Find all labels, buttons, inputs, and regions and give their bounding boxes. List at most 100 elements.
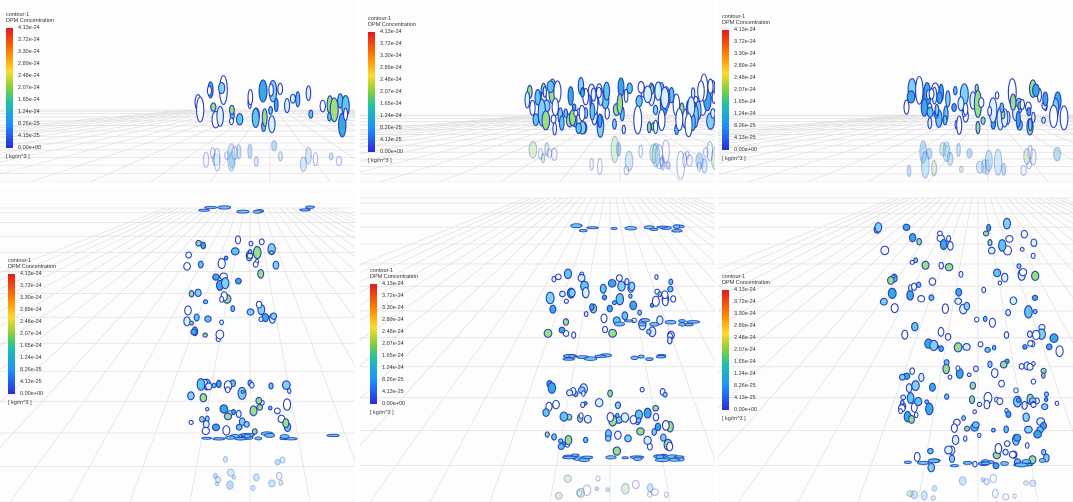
- legend-tick-label: 4.13e-24: [380, 29, 402, 35]
- particle-cloud: [194, 75, 350, 138]
- legend-tick-label: 0.00e+00: [20, 391, 44, 397]
- legend-tick-label: 2.07e-24: [380, 89, 402, 95]
- legend-title: contour-1: [6, 12, 30, 18]
- legend-tick-label: 8.26e-25: [734, 123, 756, 129]
- scene-bottom-right: [718, 197, 1073, 502]
- legend-tick-label: 2.48e-24: [18, 73, 40, 79]
- panel-bottom-left: contour-1 DPM Concentration 4.13e-24 3.72e-…: [0, 188, 355, 502]
- legend-tick-label: 2.48e-24: [380, 77, 402, 83]
- legend-subtitle: DPM Concentration: [6, 18, 54, 24]
- legend-tick-label: 0.00e+00: [382, 401, 406, 407]
- legend-title: contour-1: [368, 16, 392, 22]
- legend-tick-label: 2.89e-24: [734, 323, 756, 329]
- legend-tick-label: 2.07e-24: [734, 87, 756, 93]
- color-bar: [368, 32, 375, 152]
- legend-tick-label: 3.72e-24: [380, 41, 402, 47]
- particle-cloud: [528, 135, 715, 180]
- legend-top-left: contour-1 DPM Concentration 4.13e-24 3.72e-…: [6, 12, 54, 160]
- legend-tick-label: 2.07e-24: [382, 341, 404, 347]
- legend-bottom-middle: contour-1 DPM Concentration 4.13e-24 3.72e-…: [370, 268, 418, 416]
- legend-tick-label: 1.65e-24: [382, 353, 404, 359]
- particle-streaks: [198, 205, 315, 214]
- legend-title: contour-1: [722, 14, 746, 20]
- legend-tick-label: 8.26e-25: [18, 121, 40, 127]
- legend-tick-label: 2.89e-24: [382, 317, 404, 323]
- particle-streaks: [562, 453, 685, 463]
- color-bar: [370, 284, 377, 404]
- legend-tick-label: 4.13e-25: [380, 137, 402, 143]
- legend-title: contour-1: [370, 268, 394, 274]
- legend-tick-label: 4.13e-24: [734, 287, 756, 293]
- legend-tick-label: 4.13e-24: [382, 281, 404, 287]
- legend-tick-label: 4.13e-25: [734, 135, 756, 141]
- legend-tick-label: 2.48e-24: [734, 75, 756, 81]
- panel-top-middle: contour-1 DPM Concentration 4.13e-24 3.72e-…: [360, 0, 715, 182]
- legend-tick-label: 1.24e-24: [734, 111, 756, 117]
- particle-streaks: [562, 353, 667, 362]
- particle-cloud: [906, 140, 1062, 179]
- legend-tick-label: 0.00e+00: [380, 149, 404, 155]
- legend-tick-label: 1.65e-24: [20, 343, 42, 349]
- legend-tick-label: 0.00e+00: [734, 147, 758, 153]
- panel-bottom-middle: contour-1 DPM Concentration 4.13e-24 3.72e-…: [360, 188, 715, 502]
- panel-top-right: contour-1 DPM Concentration 4.13e-24 3.72e-…: [718, 0, 1073, 182]
- legend-tick-label: 3.30e-24: [382, 305, 404, 311]
- legend-tick-label: 1.24e-24: [18, 109, 40, 115]
- legend-title: contour-1: [722, 274, 746, 280]
- scene-top-middle: [360, 73, 715, 182]
- legend-tick-label: 0.00e+00: [734, 407, 758, 413]
- legend-tick-label: 3.30e-24: [20, 295, 42, 301]
- particle-cloud: [212, 455, 286, 492]
- particle-cloud: [873, 217, 1040, 319]
- particle-cloud: [903, 75, 1069, 136]
- legend-tick-label: 1.65e-24: [734, 99, 756, 105]
- legend-tick-label: 2.48e-24: [734, 335, 756, 341]
- legend-tick-label: 3.30e-24: [18, 49, 40, 55]
- particle-streaks: [201, 431, 340, 441]
- particle-cloud: [543, 268, 677, 345]
- legend-tick-label: 4.13e-25: [734, 395, 756, 401]
- particle-cloud: [524, 73, 715, 138]
- particle-cloud: [183, 235, 280, 327]
- legend-top-right: contour-1 DPM Concentration 4.13e-24 3.72e-…: [722, 14, 770, 162]
- particle-cloud: [898, 315, 1064, 413]
- legend-tick-label: 4.13e-24: [18, 25, 40, 31]
- floor-grid: [360, 197, 715, 502]
- legend-tick-label: 3.30e-24: [380, 53, 402, 59]
- legend-tick-label: 2.48e-24: [20, 319, 42, 325]
- legend-top-middle: contour-1 DPM Concentration 4.13e-24 3.72e-…: [368, 16, 416, 164]
- legend-tick-label: 3.30e-24: [734, 51, 756, 57]
- legend-subtitle: DPM Concentration: [368, 22, 416, 28]
- legend-tick-label: 8.26e-25: [382, 377, 404, 383]
- scene-bottom-left: [0, 205, 355, 502]
- legend-tick-label: 3.30e-24: [734, 311, 756, 317]
- legend-tick-label: 4.13e-24: [20, 271, 42, 277]
- particle-streaks: [613, 318, 701, 327]
- legend-subtitle: DPM Concentration: [722, 280, 770, 286]
- legend-tick-label: 1.24e-24: [20, 355, 42, 361]
- legend-tick-label: 2.48e-24: [382, 329, 404, 335]
- legend-tick-label: 2.89e-24: [380, 65, 402, 71]
- legend-bottom-right: contour-1 DPM Concentration 4.13e-24 3.72e-…: [722, 274, 770, 422]
- color-bar: [6, 28, 13, 148]
- legend-tick-label: 2.07e-24: [18, 85, 40, 91]
- particle-cloud: [897, 396, 1060, 473]
- color-bar: [722, 30, 729, 150]
- color-bar: [722, 290, 729, 410]
- particle-cloud: [554, 474, 669, 500]
- legend-unit: [ kg/m^3 ]: [6, 154, 30, 160]
- legend-subtitle: DPM Concentration: [8, 264, 56, 270]
- legend-tick-label: 0.00e+00: [18, 145, 42, 151]
- legend-tick-label: 2.89e-24: [20, 307, 42, 313]
- legend-subtitle: DPM Concentration: [370, 274, 418, 280]
- legend-unit: [ kg/m^3 ]: [8, 400, 32, 406]
- particle-cloud: [542, 380, 674, 456]
- legend-tick-label: 1.65e-24: [380, 101, 402, 107]
- panel-bottom-right: contour-1 DPM Concentration 4.13e-24 3.72e-…: [718, 188, 1073, 502]
- floor-grid: [718, 197, 1073, 502]
- legend-tick-label: 4.13e-25: [382, 389, 404, 395]
- legend-unit: [ kg/m^3 ]: [370, 410, 394, 416]
- legend-tick-label: 1.65e-24: [734, 359, 756, 365]
- floor-grid: [0, 109, 355, 182]
- scene-bottom-middle: [360, 197, 715, 502]
